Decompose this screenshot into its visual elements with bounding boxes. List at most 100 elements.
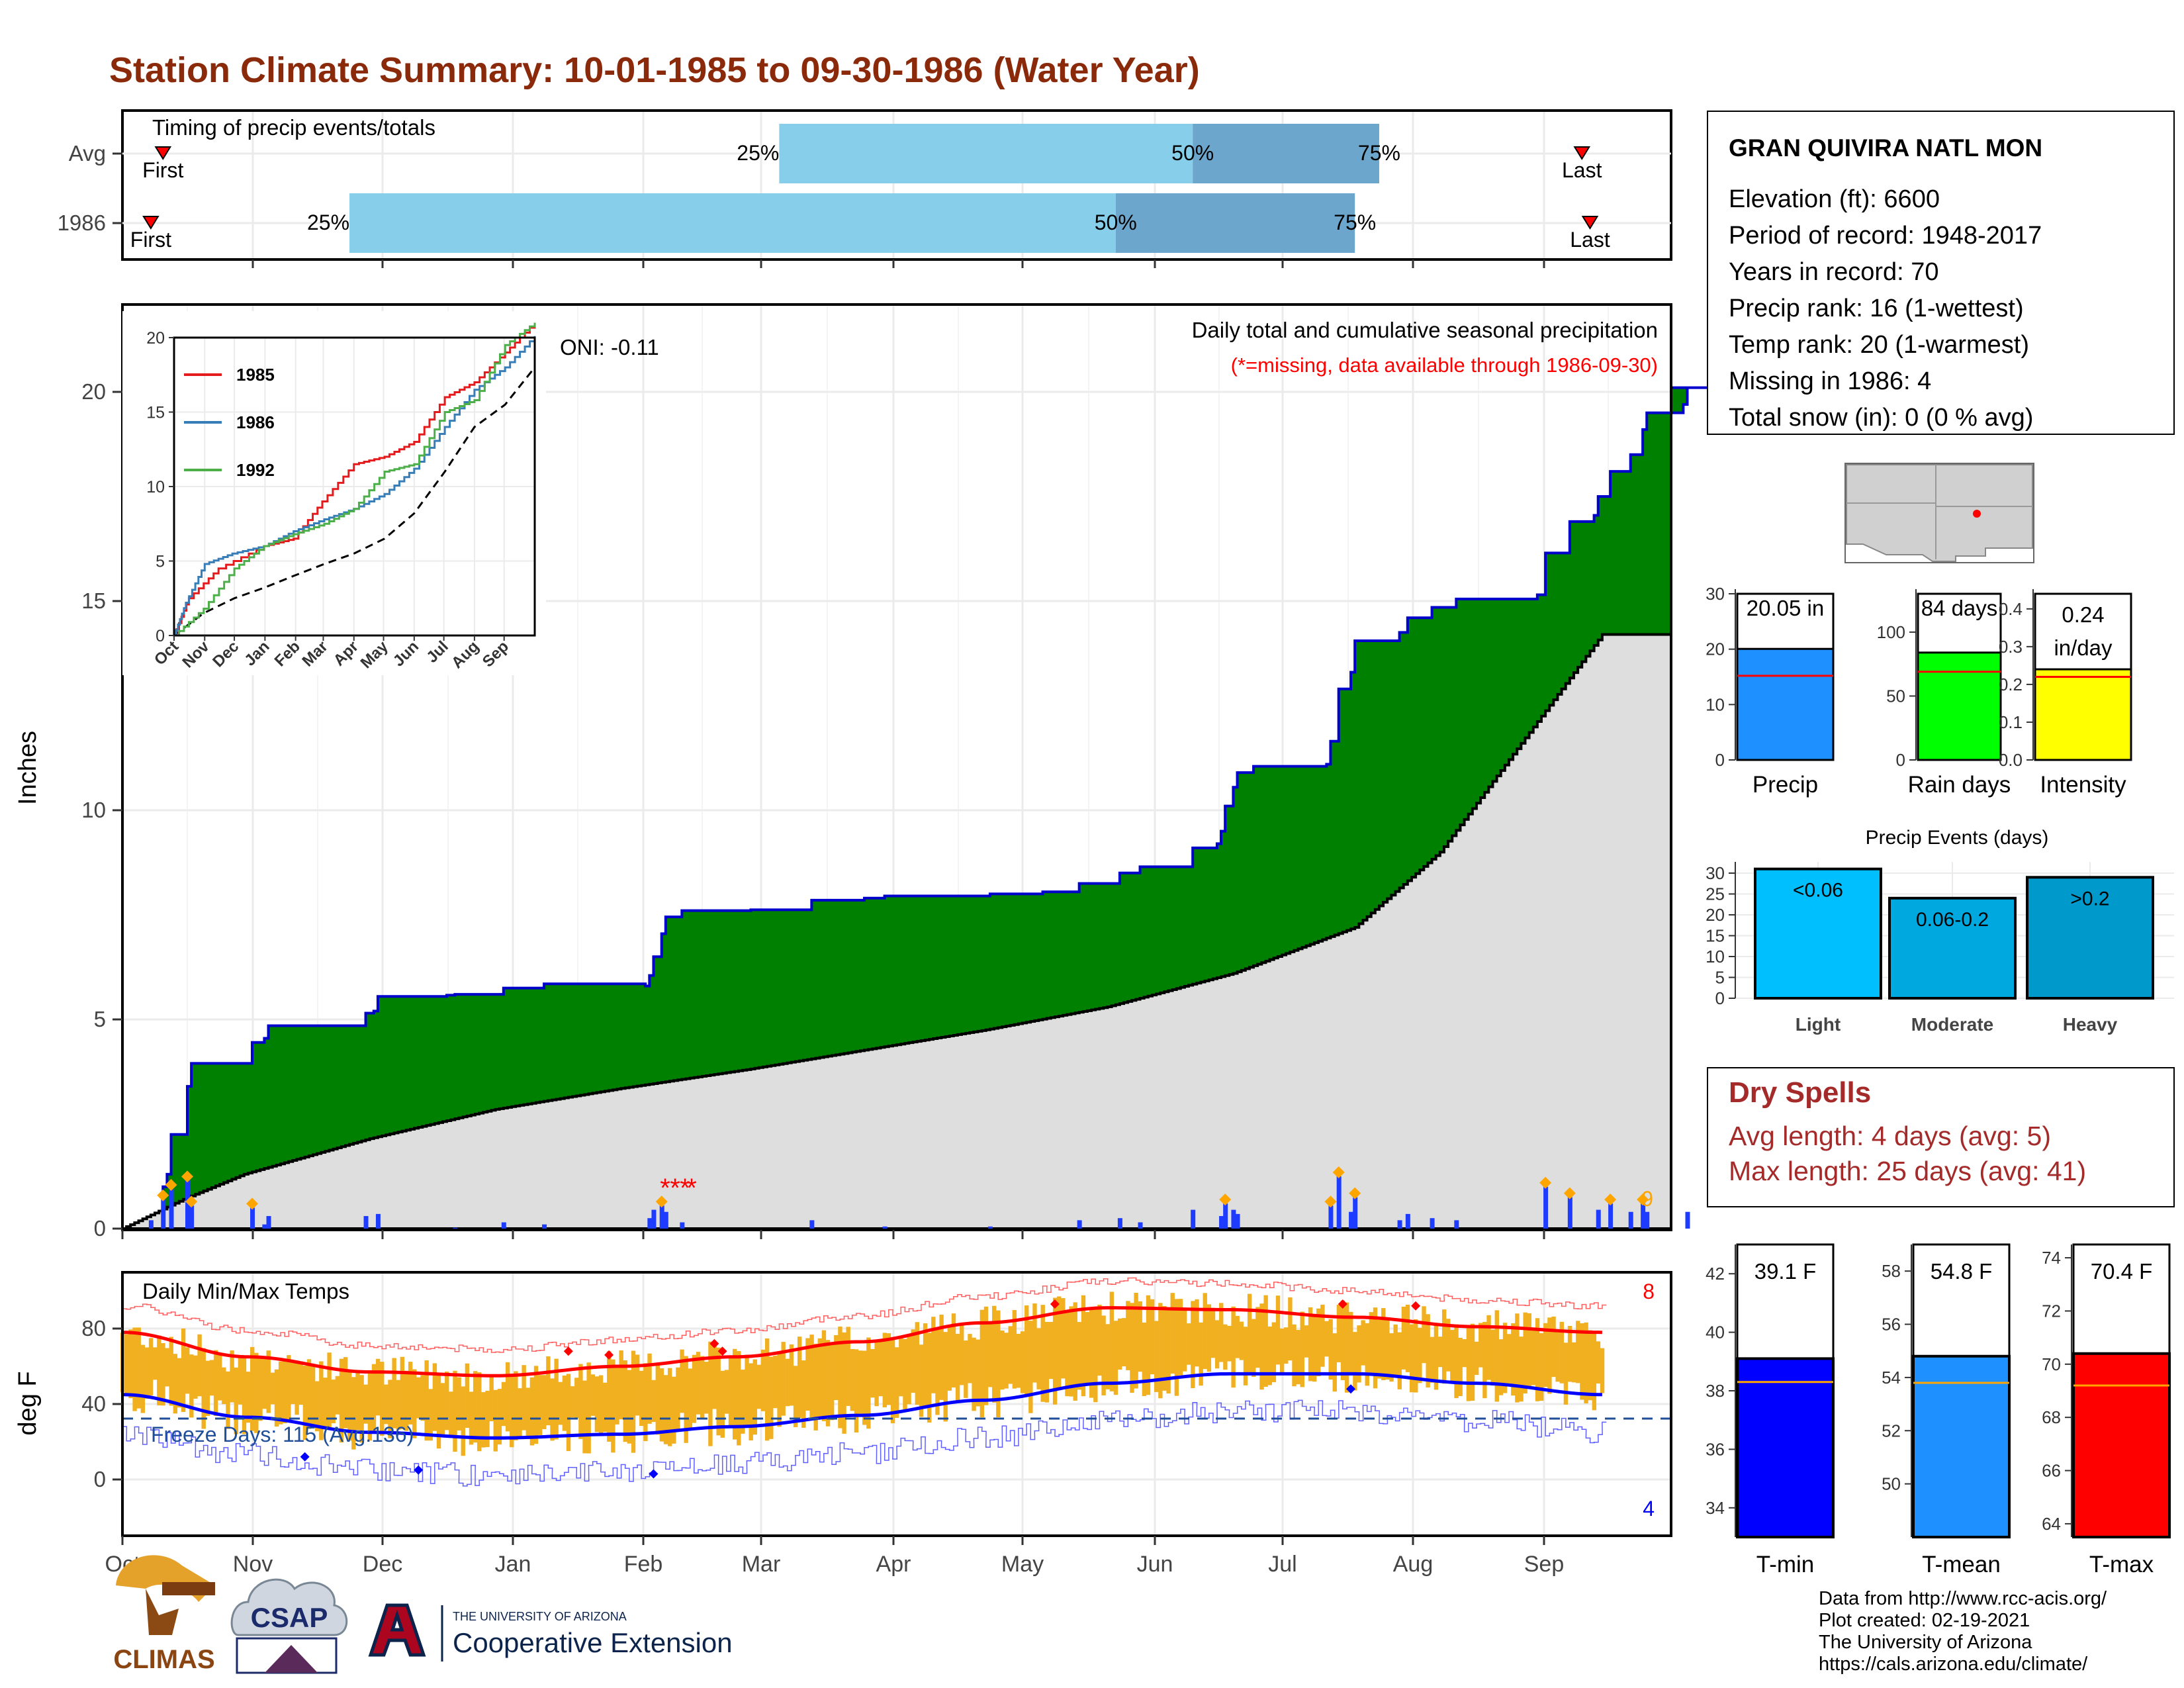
inset-background: [122, 311, 546, 675]
month-tick-label: Jul: [1268, 1552, 1297, 1577]
daily-temp-bar: [1531, 1329, 1536, 1385]
daily-temp-bar: [1170, 1293, 1175, 1374]
timing-rows: 25% 50% 75% First Last Avg 25% 50% 75% First Last 1…: [58, 124, 1671, 268]
summary-tick-label: 0.2: [1999, 675, 2023, 694]
timing-bar-50-75: [1193, 124, 1379, 183]
daily-temp-bar: [258, 1358, 263, 1421]
daily-temp-bar: [384, 1384, 388, 1425]
events-tick-label: 0: [1715, 988, 1725, 1008]
daily-precip-bar: [1454, 1220, 1459, 1229]
daily-temp-bar: [854, 1349, 859, 1432]
daily-temp-bar: [1340, 1300, 1345, 1380]
csap-logo: CSAP: [230, 1578, 348, 1674]
events-tick-label: 20: [1706, 905, 1725, 925]
station-info-box: GRAN QUIVIRA NATL MON Elevation (ft): 66…: [1707, 111, 2175, 435]
daily-temp-bar: [222, 1367, 226, 1405]
inset-legend-label: 1986: [236, 412, 275, 432]
record-low-marker: [414, 1465, 424, 1475]
events-tick-label: 15: [1706, 926, 1725, 946]
page-title: Station Climate Summary: 10-01-1985 to 0…: [109, 50, 1200, 90]
daily-temp-bar: [850, 1348, 855, 1411]
daily-temp-bar: [1235, 1315, 1240, 1358]
daily-temp-bar: [465, 1363, 470, 1428]
daily-temp-bar: [805, 1338, 810, 1411]
daily-temp-bar: [639, 1370, 644, 1427]
daily-temp-bar: [136, 1327, 141, 1409]
temp-summary-bar-label: T-max: [2089, 1552, 2154, 1577]
daily-temp-bar: [724, 1370, 729, 1414]
daily-temp-bar: [1004, 1333, 1009, 1389]
daily-temp-bar: [866, 1337, 871, 1429]
heavy-precip-diamond: [1563, 1187, 1576, 1199]
daily-temp-bar: [1385, 1319, 1390, 1380]
daily-temp-bar: [829, 1344, 835, 1421]
station-detail-line: Elevation (ft): 6600: [1729, 185, 1940, 213]
last-event-marker: [1581, 216, 1599, 230]
daily-temp-bar: [647, 1353, 652, 1424]
daily-temp-bar: [331, 1380, 336, 1424]
summary-tick-label: 30: [1706, 584, 1725, 604]
daily-temp-bar: [789, 1344, 794, 1406]
daily-temp-bar: [250, 1346, 255, 1431]
daily-temp-bar: [1433, 1323, 1439, 1390]
daily-temp-bar: [983, 1306, 989, 1405]
daily-temp-bar: [797, 1336, 802, 1419]
month-tick-label: Nov: [233, 1552, 273, 1577]
daily-temp-bar: [315, 1381, 320, 1432]
daily-temp-bar: [291, 1362, 295, 1405]
daily-temp-bar: [1344, 1302, 1349, 1393]
daily-temp-bar: [1409, 1324, 1414, 1393]
max-record-count: 8: [1643, 1280, 1655, 1303]
daily-temp-bar: [218, 1355, 222, 1401]
daily-precip-bar: [148, 1220, 154, 1229]
daily-temp-bar: [825, 1340, 831, 1427]
daily-temp-bar: [1576, 1321, 1580, 1383]
summary-value-label: 0.24: [2062, 602, 2104, 627]
summary-value-label: 84 days: [1921, 596, 1998, 620]
daily-precip-bar: [1328, 1205, 1334, 1229]
daily-temp-bar: [1353, 1332, 1357, 1391]
daily-temp-bar: [1016, 1334, 1021, 1388]
daily-temp-bar: [1515, 1313, 1520, 1403]
station-detail-line: Total snow (in): 0 (0 % avg): [1729, 404, 2033, 432]
daily-temp-bar: [1494, 1310, 1499, 1402]
precip-legend-title: Daily total and cumulative seasonal prec…: [1192, 318, 1658, 342]
daily-temp-bar: [1219, 1303, 1224, 1362]
daily-temp-bar: [355, 1373, 360, 1430]
temp-summary-tick-label: 38: [1706, 1381, 1725, 1401]
daily-temp-bar: [445, 1371, 449, 1430]
temp-summary-tick-label: 40: [1706, 1323, 1725, 1342]
daily-temp-bar: [643, 1363, 648, 1442]
events-tick-label: 25: [1706, 884, 1725, 904]
daily-temp-bar: [477, 1372, 482, 1452]
daily-temp-bar: [185, 1347, 190, 1394]
daily-temp-bar: [380, 1362, 385, 1436]
daily-temp-bar: [1214, 1320, 1220, 1369]
events-bin-label: 0.06-0.2: [1916, 909, 1989, 931]
daily-temp-bar: [1422, 1306, 1426, 1364]
daily-temp-bar: [927, 1333, 932, 1423]
daily-temp-bar: [676, 1367, 680, 1430]
daily-temp-bar: [1405, 1304, 1410, 1372]
daily-temp-bar: [1490, 1329, 1495, 1386]
daily-temp-bar: [1426, 1314, 1430, 1388]
daily-temp-bar: [412, 1369, 417, 1438]
daily-precip-bar: [1235, 1213, 1240, 1229]
daily-temp-bar: [781, 1342, 786, 1416]
daily-temp-bar: [1166, 1309, 1171, 1394]
daily-precip-bar: [161, 1199, 166, 1229]
summary-tick-label: 50: [1886, 686, 1905, 706]
missing-marker: *: [670, 1174, 680, 1203]
summary-tick-label: 0.0: [1999, 750, 2023, 770]
first-label: First: [130, 228, 171, 252]
temp-summary-tick-label: 42: [1706, 1264, 1725, 1284]
daily-temp-bar: [1446, 1319, 1451, 1372]
temp-y-tick-label: 40: [81, 1391, 106, 1416]
temp-summary-tick-label: 64: [2042, 1514, 2061, 1534]
dry-spells-max: Max length: 25 days (avg: 41): [1729, 1156, 2086, 1186]
daily-temp-bar: [525, 1387, 530, 1440]
daily-temp-bar: [1543, 1323, 1548, 1387]
daily-temp-bar: [964, 1340, 968, 1398]
dry-spells-avg: Avg length: 4 days (avg: 5): [1729, 1121, 2051, 1151]
daily-temp-bar: [323, 1378, 328, 1427]
